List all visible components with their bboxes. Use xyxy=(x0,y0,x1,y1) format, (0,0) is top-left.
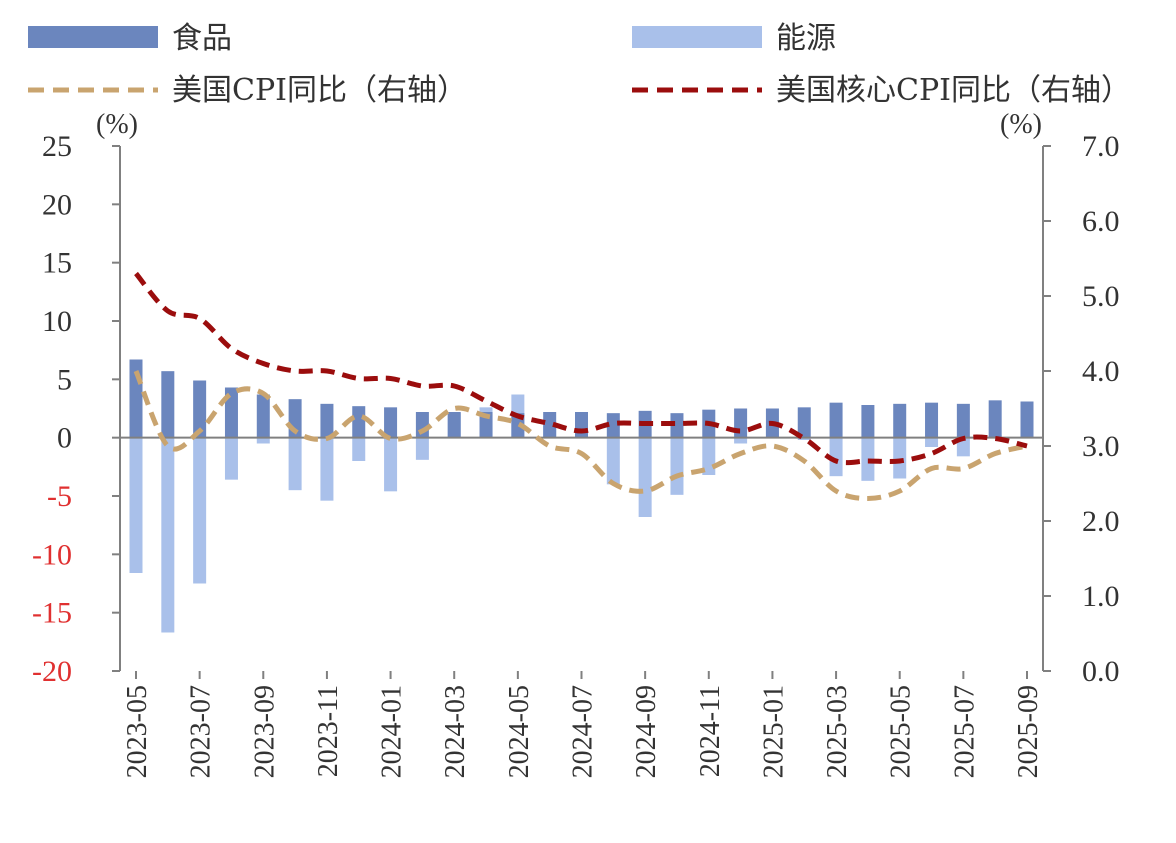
energy-bar-2024-10 xyxy=(670,437,684,495)
x-axis-ticks: 2023-05 2023-07 2023-09 2023-11 2024-01 2024-… xyxy=(122,671,1044,778)
x-tick-label: 2023-11 xyxy=(313,685,344,777)
food-bar-2025-02 xyxy=(797,407,811,438)
food-bar-2025-03 xyxy=(829,402,843,438)
cpi-line xyxy=(133,370,1028,502)
left-tick-label: 10 xyxy=(42,305,72,338)
x-tick-label: 2025-01 xyxy=(758,685,789,778)
right-tick-label: 3.0 xyxy=(1082,430,1120,463)
left-tick-label: 15 xyxy=(42,247,72,280)
right-tick-label: 7.0 xyxy=(1082,130,1120,163)
axes xyxy=(119,146,1044,671)
energy-bar-2024-09 xyxy=(638,437,652,517)
x-tick-label: 2025-09 xyxy=(1013,685,1044,778)
energy-bar-2023-09 xyxy=(256,437,270,444)
food-bar-2024-07 xyxy=(575,412,588,438)
food-bar-2025-07 xyxy=(956,403,970,438)
left-tick-label: -5 xyxy=(47,480,72,513)
legend-core-cpi-label: 美国核心CPI同比（右轴） xyxy=(776,73,1131,108)
x-tick-label: 2024-03 xyxy=(440,685,471,778)
x-tick-label: 2024-07 xyxy=(568,685,599,778)
right-tick-label: 5.0 xyxy=(1082,280,1120,313)
x-tick-label: 2024-11 xyxy=(695,685,726,777)
food-bar-2024-02 xyxy=(415,412,429,438)
left-axis-unit: (%) xyxy=(96,109,138,140)
x-tick-label: 2024-05 xyxy=(504,685,535,778)
energy-bar-2025-07 xyxy=(956,437,970,457)
energy-bar-2025-03 xyxy=(829,437,843,477)
core-cpi-line xyxy=(134,271,1028,466)
food-bar-2025-06 xyxy=(925,402,939,438)
food-bar-2025-04 xyxy=(861,405,875,438)
food-bar-2023-07 xyxy=(193,380,207,438)
food-bar-2024-10 xyxy=(670,413,684,438)
left-tick-label: 5 xyxy=(57,363,72,396)
left-axis-ticks: 25 20 15 10 5 0 -5 -10 -15 -20 xyxy=(32,130,120,688)
food-bar-2025-08 xyxy=(988,400,1002,438)
energy-bar-2023-08 xyxy=(224,437,238,480)
food-bars xyxy=(129,359,1034,438)
right-tick-label: 0.0 xyxy=(1082,655,1120,688)
energy-bar-2024-11 xyxy=(702,437,716,475)
left-tick-label: 0 xyxy=(57,422,72,455)
energy-bar-2025-06 xyxy=(925,437,939,447)
energy-bar-2023-07 xyxy=(193,437,207,584)
right-axis-unit: (%) xyxy=(1000,109,1042,140)
food-bar-2023-11 xyxy=(320,403,334,438)
energy-bar-2024-02 xyxy=(415,437,429,460)
energy-bar-2023-12 xyxy=(352,437,366,461)
energy-bar-2025-04 xyxy=(861,437,875,481)
legend-energy-swatch xyxy=(632,26,762,48)
x-tick-label: 2024-09 xyxy=(631,685,662,778)
left-tick-label: -10 xyxy=(32,538,72,571)
energy-bar-2024-01 xyxy=(384,437,398,492)
left-tick-label: 25 xyxy=(42,130,72,163)
legend-cpi-label: 美国CPI同比（右轴） xyxy=(172,73,467,108)
food-bar-2025-09 xyxy=(1020,401,1034,438)
energy-bar-2024-08 xyxy=(606,437,620,485)
x-tick-label: 2025-05 xyxy=(886,685,917,778)
energy-bar-2024-12 xyxy=(734,437,748,444)
energy-bar-2023-10 xyxy=(288,437,302,491)
food-bar-2025-05 xyxy=(893,403,907,438)
energy-bar-2025-05 xyxy=(893,437,907,479)
x-tick-label: 2024-01 xyxy=(377,685,408,778)
x-tick-label: 2025-03 xyxy=(822,685,853,778)
food-bar-2024-03 xyxy=(447,412,461,438)
left-tick-label: -15 xyxy=(32,597,72,630)
x-tick-label: 2023-07 xyxy=(186,685,217,778)
right-tick-label: 1.0 xyxy=(1082,580,1120,613)
food-bar-2024-12 xyxy=(734,408,748,438)
legend-food-swatch xyxy=(28,26,158,48)
food-bar-2023-06 xyxy=(161,371,175,438)
legend: 食品 能源 美国CPI同比（右轴） 美国核心CPI同比（右轴） xyxy=(28,21,1131,108)
food-bar-2024-06 xyxy=(543,412,557,438)
food-bar-2023-08 xyxy=(224,387,238,438)
x-tick-label: 2023-09 xyxy=(249,685,280,778)
left-tick-label: 20 xyxy=(42,188,72,221)
energy-bar-2025-02 xyxy=(797,437,811,440)
energy-bar-2023-11 xyxy=(320,437,334,501)
left-tick-label: -20 xyxy=(32,655,72,688)
right-tick-label: 4.0 xyxy=(1082,355,1120,388)
food-bar-2023-09 xyxy=(256,394,270,438)
energy-bar-2023-05 xyxy=(129,437,143,573)
x-tick-label: 2023-05 xyxy=(122,685,153,778)
food-bar-2023-12 xyxy=(352,406,366,438)
right-axis-ticks: 7.0 6.0 5.0 4.0 3.0 2.0 1.0 0.0 xyxy=(1043,130,1120,688)
right-tick-label: 2.0 xyxy=(1082,505,1120,538)
right-tick-label: 6.0 xyxy=(1082,205,1120,238)
energy-bar-2023-06 xyxy=(161,437,175,633)
legend-energy-label: 能源 xyxy=(776,21,836,56)
series-lines xyxy=(133,271,1028,502)
food-bar-2024-08 xyxy=(606,413,620,438)
x-tick-label: 2025-07 xyxy=(949,685,980,778)
food-bar-2024-01 xyxy=(384,407,398,438)
legend-food-label: 食品 xyxy=(172,21,232,56)
